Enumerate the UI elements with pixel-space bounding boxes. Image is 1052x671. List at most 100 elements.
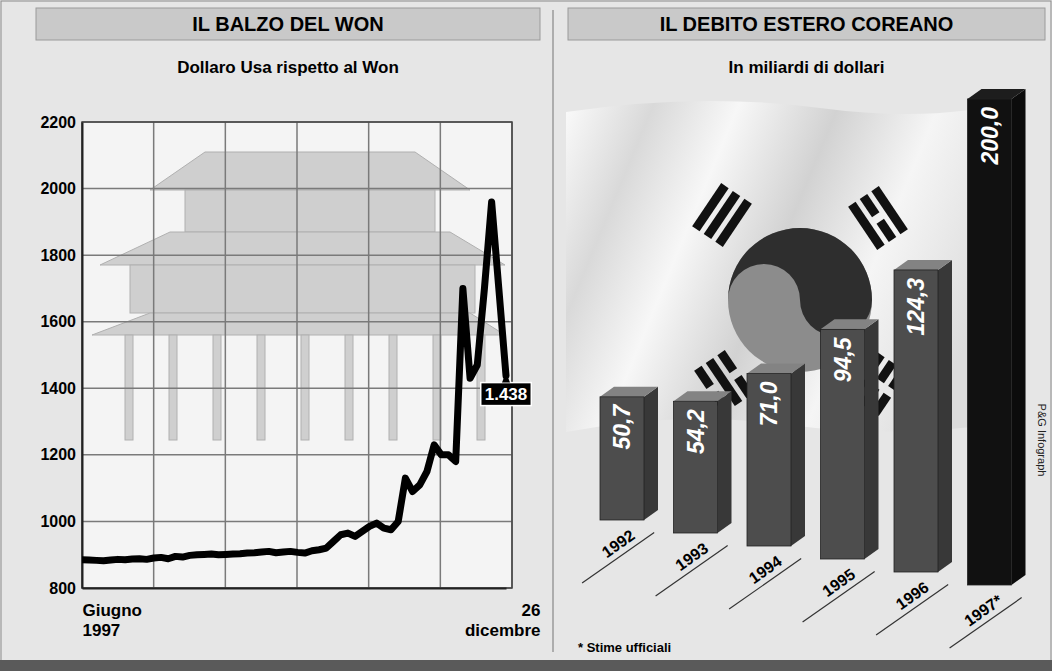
tick: 1000: [40, 513, 82, 530]
annotation-label: 1.438: [485, 385, 528, 404]
data-label: 50,7: [609, 404, 635, 450]
tick: 1400: [40, 380, 82, 397]
tick: Giugno1997: [83, 588, 142, 640]
tick-label: 1997*: [961, 591, 1006, 629]
tick-label: 1996: [893, 578, 932, 612]
plot-frame: [82, 122, 512, 588]
grid-line-vertical: [440, 122, 442, 588]
title: IL DEBITO ESTERO COREANO: [660, 13, 954, 35]
tick-label: 1000: [40, 513, 76, 530]
pagoda-pillar: [301, 335, 309, 440]
bar-front: [674, 401, 718, 533]
infographic: IL BALZO DEL WON Dollaro Usa rispetto al …: [0, 0, 1052, 671]
bottom-stripe: [0, 660, 1052, 671]
bar: [968, 89, 1026, 585]
bar-side: [865, 319, 879, 559]
tick-label: 800: [49, 580, 76, 597]
note: * Stime ufficiali: [578, 640, 671, 655]
flag-trigram: [692, 183, 752, 247]
tick: 1200: [40, 446, 82, 463]
bar-top: [968, 89, 1026, 99]
bar-side: [1012, 89, 1026, 585]
data-label: 200,0: [977, 107, 1003, 166]
tick-label: 1992: [599, 526, 638, 560]
tick: 800: [49, 580, 82, 597]
axis-line: [83, 588, 507, 590]
x-axis: Giugno1997 26dicembre: [83, 588, 541, 640]
tick-label: 1600: [40, 313, 76, 330]
tick: 1600: [40, 313, 82, 330]
plot-area: [82, 202, 506, 561]
grid-line-vertical: [153, 122, 155, 588]
pagoda-pillar: [345, 335, 353, 440]
tick-label: 1400: [40, 380, 76, 397]
pagoda-pillar: [125, 335, 133, 440]
source: P&G Infograph: [1036, 404, 1048, 477]
bar-side: [718, 391, 732, 533]
annotation: 1.438: [481, 373, 532, 406]
subtitle: In miliardi di dollari: [729, 58, 885, 77]
separator: [552, 10, 554, 652]
bar-front: [747, 373, 791, 546]
axis-line: [82, 123, 84, 589]
data-label: 124,3: [903, 278, 929, 336]
tick-label: 1800: [40, 247, 76, 264]
trigram-bar: [848, 202, 885, 250]
tick: 26dicembre: [465, 588, 541, 640]
bar-top: [747, 363, 805, 373]
y-axis: 800 1000 1200 1400 1600 1800 2000 2200: [40, 114, 82, 597]
bar: [821, 319, 879, 559]
tick-label: 1993: [672, 539, 711, 573]
bar-side: [644, 387, 658, 520]
data-label: 71,0: [756, 381, 782, 426]
bar-top: [821, 319, 879, 329]
pagoda-body: [185, 190, 435, 232]
tick-label: 1995: [819, 565, 858, 599]
trigram-bar: [715, 199, 752, 247]
tick-label: 2200: [40, 114, 76, 131]
data-label: 94,5: [830, 336, 856, 382]
line: [82, 202, 506, 561]
tick-label: Giugno1997: [83, 601, 142, 640]
title-bar: [568, 8, 1045, 40]
bar-top: [600, 387, 658, 397]
bar: [600, 387, 658, 520]
x-axis: 1992 1993 1994 1995 1996 1997*: [582, 526, 1022, 648]
background: [0, 0, 1052, 671]
plot-area: [600, 89, 1026, 585]
tick-label: 26dicembre: [465, 601, 541, 640]
tick-label: 1994: [746, 552, 785, 586]
tick: 2200: [40, 114, 82, 131]
pagoda-roof: [150, 152, 470, 190]
grid: [82, 122, 512, 588]
tick-label: 2000: [40, 180, 76, 197]
bar-top: [894, 260, 952, 270]
bar-front: [600, 397, 644, 520]
bar-front: [821, 329, 865, 559]
title-bar: [36, 8, 540, 40]
bar-top: [674, 391, 732, 401]
annotation-pointer: [502, 373, 510, 383]
trigram-bar: [694, 366, 714, 389]
annotation-box: [481, 383, 532, 406]
bar-front: [894, 270, 938, 572]
subtitle: Dollaro Usa rispetto al Won: [177, 58, 399, 77]
plot-background: [82, 122, 512, 588]
pagoda-pillar: [169, 335, 177, 440]
pagoda-body: [130, 265, 475, 313]
border: [1, 1, 1051, 670]
data-labels: 50,7 54,2 71,0 94,5 124,3 200,0: [609, 107, 1003, 454]
data-label: 54,2: [683, 409, 709, 454]
title: IL BALZO DEL WON: [192, 13, 383, 35]
bar: [674, 391, 732, 533]
pagoda-pillar: [257, 335, 265, 440]
tick: 1800: [40, 247, 82, 264]
pagoda-pillar: [213, 335, 221, 440]
pagoda-pillar: [389, 335, 397, 440]
grid-line-vertical: [225, 122, 227, 588]
bar: [747, 363, 805, 546]
tick-label: 1200: [40, 446, 76, 463]
grid-line-vertical: [368, 122, 370, 588]
bar-front: [968, 99, 1012, 585]
bar-side: [791, 363, 805, 546]
